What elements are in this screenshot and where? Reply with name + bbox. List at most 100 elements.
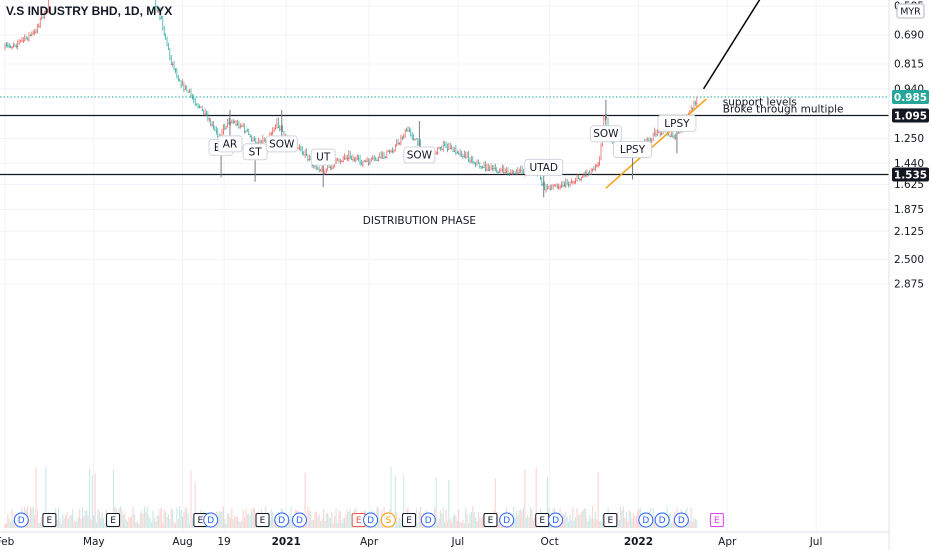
- volume-bar: [222, 506, 224, 528]
- split-icon[interactable]: S: [380, 512, 396, 528]
- dividend-icon[interactable]: D: [654, 512, 670, 528]
- volume-bar: [475, 517, 477, 528]
- candle-body: [541, 184, 543, 186]
- earnings-icon[interactable]: E: [106, 513, 121, 527]
- dividend-icon[interactable]: D: [203, 512, 219, 528]
- volume-bar: [88, 468, 91, 528]
- candle-body: [559, 186, 561, 188]
- dividend-icon-letter: D: [296, 516, 303, 526]
- candle-body: [277, 127, 279, 128]
- earnings-icon[interactable]: E: [535, 513, 550, 527]
- dividend-icon[interactable]: D: [499, 512, 515, 528]
- y-tick-label: 1.440: [894, 158, 924, 170]
- descending-trendline[interactable]: [605, 98, 708, 189]
- candle-body: [480, 166, 482, 168]
- candle-body: [438, 147, 440, 149]
- dividend-icon[interactable]: D: [13, 512, 29, 528]
- candle-body: [460, 155, 463, 157]
- volume-bar: [591, 506, 594, 528]
- volume-bar: [582, 510, 584, 528]
- volume-bar: [652, 507, 654, 528]
- volume-bar: [415, 508, 417, 528]
- volume-bar: [243, 517, 246, 528]
- candle-body: [197, 106, 199, 107]
- volume-bar: [94, 473, 96, 528]
- projection-arrow[interactable]: [702, 0, 790, 90]
- candle-body: [573, 181, 575, 183]
- candle-body: [596, 166, 598, 168]
- volume-bar: [72, 509, 74, 528]
- y-tick-label: 2.875: [894, 279, 924, 291]
- volume-bar: [270, 509, 272, 528]
- candle-body: [549, 188, 551, 190]
- volume-bar: [305, 521, 308, 528]
- volume-bar: [445, 509, 447, 528]
- candle-body: [176, 75, 178, 77]
- volume-bar: [269, 521, 271, 528]
- candle-body: [297, 148, 299, 150]
- candle-body: [539, 178, 541, 179]
- annotation-label-sow: SOW: [407, 150, 433, 162]
- earnings-icon[interactable]: E: [603, 513, 618, 527]
- volume-bar: [379, 518, 381, 528]
- earnings-icon[interactable]: E: [402, 513, 417, 527]
- earnings-icon[interactable]: E: [709, 513, 724, 527]
- earnings-icon[interactable]: E: [42, 513, 57, 527]
- dividend-icon[interactable]: D: [363, 512, 379, 528]
- dividend-icon[interactable]: D: [420, 512, 436, 528]
- volume-bar: [517, 515, 519, 528]
- volume-bar: [345, 515, 347, 528]
- candle-body: [167, 49, 169, 50]
- earnings-icon[interactable]: E: [255, 513, 270, 527]
- volume-bar: [66, 512, 68, 528]
- annotation-label-sow: SOW: [269, 138, 295, 150]
- candle-body: [386, 157, 388, 159]
- volume-bar: [248, 513, 250, 528]
- candle-body: [656, 134, 658, 135]
- volume-bar: [218, 511, 220, 528]
- dividend-icon[interactable]: D: [292, 512, 308, 528]
- candle-body: [318, 170, 320, 172]
- candle-body: [558, 187, 560, 189]
- candle-body: [394, 149, 396, 151]
- candle-body: [25, 38, 27, 39]
- dividend-icon-shape: [292, 512, 308, 528]
- volume-bar: [396, 512, 398, 528]
- candle-body: [252, 140, 254, 142]
- candle-body: [227, 126, 229, 128]
- volume-bar: [4, 523, 6, 528]
- volume-bar: [29, 506, 31, 528]
- volume-bar: [238, 520, 240, 528]
- volume-bar: [315, 511, 317, 528]
- volume-bar: [308, 510, 310, 528]
- earnings-icon[interactable]: E: [483, 513, 498, 527]
- candle-body: [29, 35, 31, 37]
- volume-bar: [96, 522, 98, 528]
- earnings-icon[interactable]: E: [351, 513, 366, 527]
- time-axis[interactable]: Feb May Aug 19 2021 Apr Jul Oct 2022 Apr Jul: [0, 536, 822, 548]
- candle-body: [321, 169, 323, 171]
- candle-body: [181, 84, 184, 86]
- dividend-icon[interactable]: D: [548, 512, 564, 528]
- volume-bar: [593, 519, 595, 528]
- dividend-icon[interactable]: D: [638, 512, 654, 528]
- volume-bar: [596, 519, 598, 528]
- candle-body: [369, 163, 371, 164]
- volume-bar: [236, 516, 239, 528]
- volume-bar: [165, 512, 167, 528]
- dividend-icon-letter: D: [367, 516, 374, 526]
- volume-bar: [514, 518, 516, 528]
- volume-bar: [497, 516, 499, 528]
- dividend-icon-letter: D: [659, 516, 666, 526]
- volume-bar: [334, 515, 336, 528]
- candle-body: [208, 118, 210, 120]
- currency-badge[interactable]: MYR: [896, 3, 925, 19]
- candle-body: [353, 159, 355, 161]
- dividend-icon[interactable]: D: [673, 512, 689, 528]
- volume-bar: [472, 506, 474, 528]
- volume-bar: [580, 512, 582, 528]
- candle-body: [359, 162, 361, 164]
- dividend-icon-letter: D: [552, 516, 559, 526]
- dividend-icon[interactable]: D: [274, 512, 290, 528]
